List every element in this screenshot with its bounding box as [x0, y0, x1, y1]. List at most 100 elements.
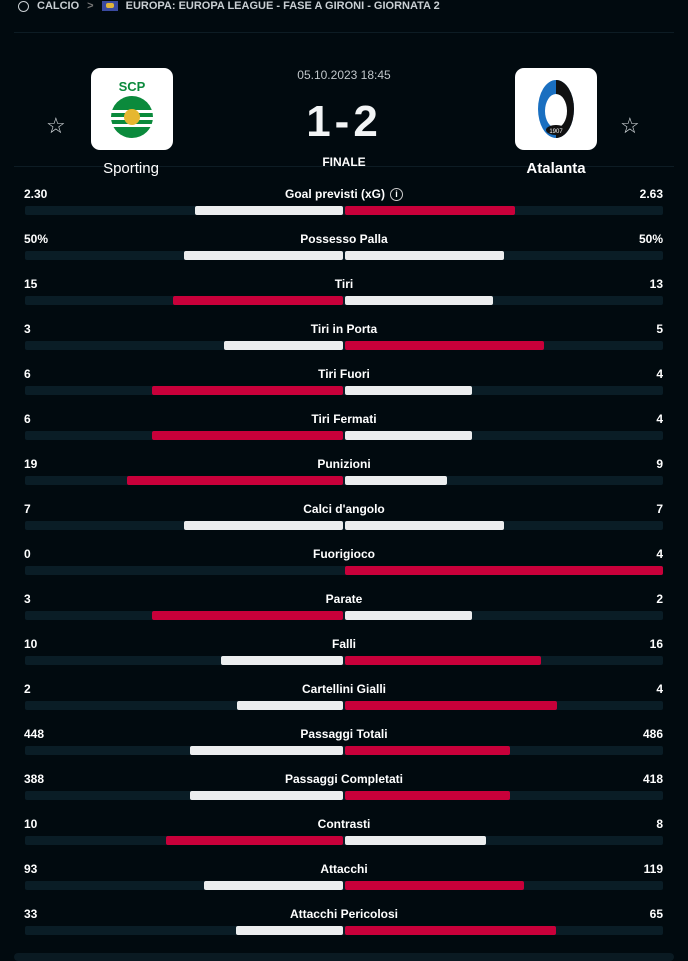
home-team-name[interactable]: Sporting [103, 160, 159, 177]
stat-away-value: 65 [649, 907, 663, 921]
stat-track [25, 926, 663, 935]
home-team-logo[interactable]: SCP [91, 68, 173, 150]
match-status: FINALE [322, 155, 366, 169]
stat-label: Possesso Palla [300, 232, 388, 246]
stat-home-value: 3 [24, 592, 31, 606]
stat-home-bar [184, 251, 343, 260]
stat-home-bar [127, 476, 343, 485]
stat-away-bar [345, 611, 473, 620]
stat-track [25, 206, 663, 215]
stat-track [25, 341, 663, 350]
stat-home-bar [190, 746, 343, 755]
stat-away-value: 16 [649, 637, 663, 651]
stat-name: Falli [0, 637, 688, 651]
stat-name: Attacchi [0, 862, 688, 876]
stat-home-value: 3 [24, 322, 31, 336]
stat-home-bar [237, 701, 343, 710]
stat-away-value: 2.63 [639, 187, 663, 201]
stat-home-bar [194, 206, 343, 215]
stat-name: Parate [0, 592, 688, 606]
stat-name: Punizioni [0, 457, 688, 471]
stat-label: Calci d'angolo [303, 502, 385, 516]
stat-row: 388 Passaggi Completati 418 [0, 765, 688, 810]
atalanta-crest-icon: 1907 [538, 80, 574, 138]
chevron-right-icon: > [87, 0, 94, 12]
stat-track [25, 251, 663, 260]
stat-away-value: 4 [656, 367, 663, 381]
stat-away-value: 13 [649, 277, 663, 291]
stat-away-value: 7 [656, 502, 663, 516]
divider [14, 32, 674, 33]
stat-home-value: 93 [24, 862, 38, 876]
stat-home-bar [189, 791, 343, 800]
stat-track [25, 521, 663, 530]
away-team-logo[interactable]: 1907 [515, 68, 597, 150]
match-header: ☆ SCP Sporting 05.10.2023 18:45 1-2 FINA… [0, 33, 688, 177]
stat-home-bar [223, 341, 343, 350]
stat-row: 10 Falli 16 [0, 630, 688, 675]
stat-track [25, 566, 663, 575]
stat-name: Goal previsti (xG) i [0, 187, 688, 202]
stat-away-bar [345, 386, 473, 395]
svg-text:1907: 1907 [549, 129, 563, 135]
stat-label: Attacchi [320, 862, 368, 876]
stat-row: 93 Attacchi 119 [0, 855, 688, 900]
europe-flag-icon [101, 1, 118, 11]
stat-track [25, 656, 663, 665]
stat-away-value: 2 [656, 592, 663, 606]
stat-row: 33 Attacchi Pericolosi 65 [0, 900, 688, 945]
stat-away-value: 486 [642, 727, 663, 741]
stat-home-value: 50% [24, 232, 49, 246]
favorite-home-star-icon[interactable]: ☆ [46, 113, 66, 138]
match-datetime: 05.10.2023 18:45 [297, 68, 391, 82]
stat-name: Passaggi Totali [0, 727, 688, 741]
stat-away-bar [345, 656, 541, 665]
stat-row: 10 Contrasti 8 [0, 810, 688, 855]
breadcrumb-sport[interactable]: CALCIO [37, 0, 80, 12]
stat-home-value: 33 [24, 907, 38, 921]
stat-home-value: 2 [24, 682, 31, 696]
stat-track [25, 791, 663, 800]
stat-label: Tiri [334, 277, 354, 291]
stat-away-bar [345, 926, 556, 935]
stat-away-bar [345, 566, 663, 575]
stats-list: 2.30 Goal previsti (xG) i 2.63 50% Posses… [0, 180, 688, 945]
away-team-name[interactable]: Atalanta [526, 160, 586, 177]
stat-label: Parate [325, 592, 363, 606]
stat-home-value: 6 [24, 367, 31, 381]
stat-away-bar [345, 206, 515, 215]
stat-row: 2.30 Goal previsti (xG) i 2.63 [0, 180, 688, 225]
stat-label: Cartellini Gialli [301, 682, 387, 696]
divider [14, 166, 674, 167]
stat-home-value: 6 [24, 412, 31, 426]
stat-track [25, 386, 663, 395]
stat-name: Tiri in Porta [0, 322, 688, 336]
stat-label: Tiri in Porta [310, 322, 378, 336]
stat-label: Contrasti [317, 817, 371, 831]
breadcrumb: CALCIO > EUROPA: EUROPA LEAGUE - FASE A … [0, 0, 688, 14]
stat-name: Passaggi Completati [0, 772, 688, 786]
stat-row: 50% Possesso Palla 50% [0, 225, 688, 270]
breadcrumb-competition[interactable]: EUROPA: EUROPA LEAGUE - FASE A GIRONI - … [125, 0, 440, 12]
stat-track [25, 881, 663, 890]
stat-away-value: 5 [656, 322, 663, 336]
stat-row: 6 Tiri Fermati 4 [0, 405, 688, 450]
info-icon[interactable]: i [390, 188, 404, 202]
stat-away-bar [345, 791, 510, 800]
stat-name: Cartellini Gialli [0, 682, 688, 696]
stat-row: 19 Punizioni 9 [0, 450, 688, 495]
stat-name: Calci d'angolo [0, 502, 688, 516]
stat-away-bar [345, 881, 524, 890]
stat-away-bar [345, 251, 504, 260]
stat-label: Goal previsti (xG) [284, 187, 386, 201]
stat-away-bar [345, 296, 493, 305]
stat-away-bar [345, 521, 504, 530]
stat-away-bar [345, 746, 511, 755]
stat-away-value: 4 [656, 547, 663, 561]
stat-label: Tiri Fermati [311, 412, 377, 426]
stat-away-value: 4 [656, 412, 663, 426]
stat-away-bar [345, 836, 487, 845]
stat-home-bar [220, 656, 343, 665]
stat-home-value: 7 [24, 502, 31, 516]
favorite-away-star-icon[interactable]: ☆ [620, 113, 640, 138]
